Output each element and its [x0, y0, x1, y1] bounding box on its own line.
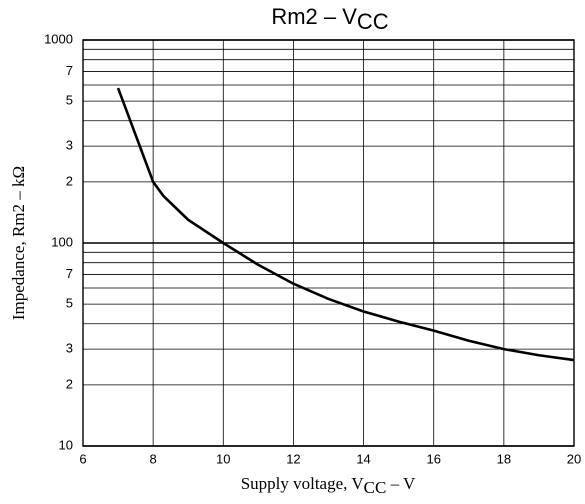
x-label-subscript: CC — [364, 478, 387, 497]
y-tick-label: 7 — [66, 266, 73, 281]
x-label-unit: – V — [386, 474, 416, 493]
x-tick-label: 8 — [150, 451, 157, 466]
title-main: Rm2 – V — [271, 4, 357, 29]
x-tick-label: 10 — [216, 451, 230, 466]
y-tick-label: 2 — [66, 376, 73, 391]
x-tick-label: 12 — [286, 451, 300, 466]
y-tick-label: 1000 — [44, 31, 73, 46]
x-tick-label: 16 — [426, 451, 440, 466]
y-tick-label: 5 — [66, 296, 73, 311]
chart-title: Rm2 – VCC — [271, 4, 388, 34]
y-tick-label: 3 — [66, 138, 73, 153]
y-tick-label: 5 — [66, 93, 73, 108]
y-tick-label: 7 — [66, 63, 73, 78]
title-subscript: CC — [357, 9, 389, 34]
x-tick-label: 6 — [79, 451, 86, 466]
x-tick-label: 20 — [567, 451, 581, 466]
y-tick-label: 100 — [51, 234, 73, 249]
y-tick-label: 2 — [66, 173, 73, 188]
line-series — [116, 87, 575, 362]
y-axis-label: Impedance, Rm2 – kΩ — [9, 166, 28, 320]
y-tick-label: 10 — [59, 437, 73, 452]
plot-frame — [82, 39, 575, 447]
x-axis-label: Supply voltage, VCC – V — [241, 474, 416, 497]
y-tick-label: 3 — [66, 341, 73, 356]
x-label-main: Supply voltage, V — [241, 474, 365, 493]
x-tick-label: 14 — [356, 451, 370, 466]
x-tick-label: 18 — [497, 451, 511, 466]
